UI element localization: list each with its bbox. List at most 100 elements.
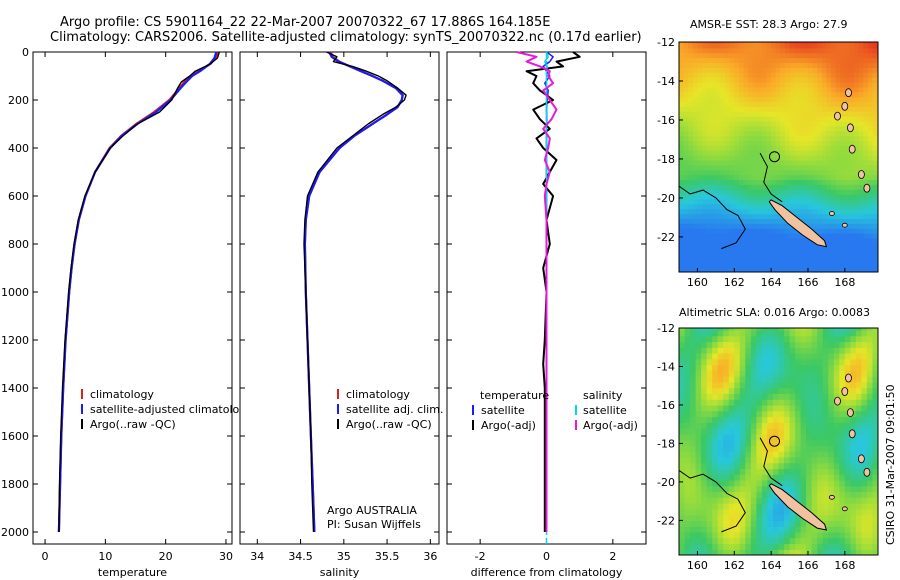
- field-cell: [706, 150, 712, 156]
- temperature-xtick-label: 20: [159, 550, 173, 563]
- field-cell: [773, 328, 780, 331]
- field-cell: [695, 364, 702, 371]
- field-cell: [840, 184, 846, 190]
- field-cell: [858, 111, 864, 117]
- field-cell: [688, 213, 694, 219]
- field-cell: [867, 52, 874, 59]
- field-cell: [706, 381, 713, 389]
- field-cell: [831, 67, 837, 73]
- field-cell: [778, 439, 785, 446]
- field-cell: [712, 433, 719, 441]
- field-cell: [840, 194, 846, 200]
- field-cell: [811, 353, 818, 360]
- field-cell: [679, 456, 686, 464]
- sst-map-lat-label: -16: [657, 114, 675, 127]
- field-cell: [690, 451, 697, 458]
- field-cell: [756, 451, 763, 458]
- field-cell: [767, 497, 774, 504]
- field-cell: [766, 42, 772, 44]
- field-cell: [752, 213, 758, 219]
- field-cell: [789, 537, 796, 545]
- field-cell: [821, 150, 828, 156]
- field-cell: [725, 101, 731, 107]
- field-cell: [849, 91, 855, 98]
- field-cell: [734, 72, 740, 78]
- field-cell: [849, 257, 855, 263]
- field-cell: [734, 159, 740, 166]
- field-cell: [795, 468, 802, 475]
- field-cell: [821, 62, 828, 68]
- field-cell: [844, 328, 851, 331]
- field-cell: [812, 125, 818, 132]
- vanuatu-island: [841, 101, 849, 111]
- field-cell: [872, 480, 878, 487]
- field-cell: [773, 537, 780, 545]
- field-cell: [752, 52, 758, 59]
- field-cell: [773, 370, 780, 377]
- field-cell: [840, 203, 846, 210]
- field-cell: [729, 52, 735, 59]
- field-cell: [711, 262, 717, 268]
- field-cell: [712, 358, 719, 366]
- field-cell: [723, 387, 730, 394]
- field-cell: [784, 480, 791, 487]
- field-cell: [855, 439, 863, 446]
- field-cell: [855, 468, 863, 475]
- temperature-legend-label: satellite-adjusted climatology: [90, 403, 253, 416]
- field-cell: [757, 184, 763, 190]
- field-cell: [679, 72, 685, 78]
- field-cell: [858, 213, 864, 219]
- field-cell: [854, 42, 860, 44]
- field-cell: [775, 52, 781, 59]
- field-cell: [867, 169, 874, 176]
- field-cell: [748, 43, 754, 49]
- field-cell: [761, 82, 768, 88]
- field-cell: [866, 549, 874, 555]
- field-cell: [867, 91, 874, 98]
- field-cell: [861, 387, 868, 394]
- field-cell: [844, 543, 851, 550]
- field-cell: [806, 341, 813, 348]
- field-cell: [826, 47, 832, 54]
- field-cell: [715, 77, 722, 83]
- field-cell: [775, 67, 781, 73]
- field-cell: [706, 145, 712, 151]
- field-cell: [684, 422, 691, 429]
- field-cell: [679, 223, 685, 229]
- field-cell: [861, 416, 868, 423]
- field-cell: [690, 485, 697, 493]
- field-cell: [706, 433, 713, 441]
- field-cell: [752, 252, 758, 258]
- field-cell: [849, 42, 855, 44]
- field-cell: [757, 62, 763, 68]
- field-cell: [711, 77, 717, 83]
- field-cell: [706, 82, 712, 88]
- field-cell: [794, 130, 800, 137]
- field-cell: [839, 416, 846, 423]
- field-cell: [734, 257, 740, 263]
- field-cell: [697, 43, 703, 49]
- field-cell: [757, 120, 763, 127]
- field-cell: [771, 223, 777, 229]
- field-cell: [750, 508, 758, 516]
- field-cell: [729, 203, 735, 210]
- field-cell: [784, 543, 791, 550]
- field-cell: [800, 399, 807, 406]
- field-cell: [711, 52, 717, 59]
- field-cell: [803, 179, 809, 185]
- field-cell: [849, 169, 855, 176]
- field-cell: [833, 416, 840, 423]
- field-cell: [756, 508, 763, 516]
- field-cell: [761, 43, 768, 49]
- field-cell: [766, 242, 772, 249]
- field-cell: [872, 130, 878, 137]
- field-cell: [720, 257, 726, 263]
- field-cell: [798, 77, 805, 83]
- field-cell: [706, 393, 713, 400]
- field-cell: [789, 262, 795, 268]
- field-cell: [806, 399, 813, 406]
- field-cell: [808, 77, 814, 83]
- field-cell: [812, 228, 818, 234]
- field-cell: [844, 135, 851, 142]
- field-cell: [867, 62, 874, 68]
